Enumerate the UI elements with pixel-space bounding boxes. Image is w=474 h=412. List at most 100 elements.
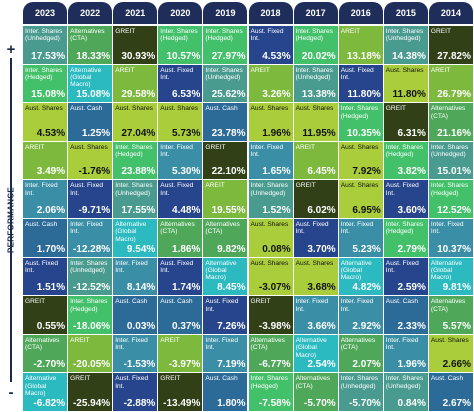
table-cell: Aust. Shares 5.73%: [158, 103, 203, 141]
table-cell: Alternative (Global Macro) 8.45%: [203, 257, 248, 296]
asset-class-label: Inter. Shares (Hedged): [205, 28, 243, 43]
table-cell: Aust. Fixed Int. -2.88%: [113, 373, 158, 411]
return-value: 6.95%: [352, 204, 381, 216]
return-value: 2.92%: [352, 320, 381, 332]
asset-class-label: Alternatives (CTA): [160, 221, 195, 236]
asset-class-label: Alternatives (CTA): [250, 336, 285, 352]
return-value: -3.07%: [258, 282, 291, 294]
table-cell: Aust. Cash 23.78%: [203, 103, 248, 141]
table-cell: Alternative (Global Macro) -6.82%: [23, 373, 68, 411]
return-value: 4.48%: [172, 204, 201, 216]
table-cell: AREIT 19.55%: [203, 180, 248, 218]
year-header-2018: 2018: [248, 2, 293, 24]
return-value: 2.67%: [442, 397, 471, 409]
return-value: 23.78%: [211, 127, 246, 139]
asset-class-label: Inter. Shares (Unhedged): [25, 28, 63, 43]
table-cell: Aust. Cash 1.80%: [203, 373, 248, 411]
asset-class-label: Inter. Shares (Hedged): [430, 182, 469, 197]
asset-class-label: AREIT: [25, 143, 45, 151]
return-value: 13.38%: [301, 89, 336, 101]
return-value: 15.08%: [76, 89, 111, 101]
table-cell: Aust. Cash 0.03%: [113, 296, 158, 334]
table-cell: Inter. Shares (Unhedged) -5.70%: [338, 373, 383, 411]
table-cell: Inter. Fixed Int. 5.23%: [338, 219, 383, 257]
return-value: 3.82%: [397, 166, 426, 178]
return-value: 7.26%: [217, 320, 246, 332]
table-cell: AREIT 29.58%: [113, 64, 158, 103]
table-cell: Inter. Shares (Unhedged) 14.38%: [383, 26, 428, 64]
asset-class-label: Aust. Fixed Int.: [160, 259, 194, 274]
table-cell: Aust. Shares 3.68%: [293, 257, 338, 296]
asset-class-label: Inter. Shares (Unhedged): [205, 66, 243, 81]
asset-class-label: AREIT: [205, 182, 225, 190]
return-value: 2.33%: [397, 320, 426, 332]
return-value: 9.54%: [126, 243, 156, 255]
return-value: 4.53%: [36, 127, 66, 139]
table-cell: GREIT 22.10%: [203, 141, 248, 180]
return-value: 12.52%: [437, 204, 471, 216]
table-cell: Inter. Shares (Unhedged) 17.53%: [23, 26, 68, 64]
table-cell: AREIT 26.79%: [428, 64, 473, 103]
asset-class-label: Inter. Shares (Hedged): [295, 28, 333, 43]
asset-class-label: Alternative (Global Macro): [25, 375, 57, 398]
return-value: -12.52%: [72, 282, 111, 294]
asset-class-label: Aust. Cash: [25, 221, 58, 228]
table-cell: Aust. Shares -1.76%: [68, 141, 113, 180]
return-value: -9.71%: [78, 204, 111, 216]
plus-sign: +: [6, 41, 16, 58]
asset-class-label: Inter. Shares (Hedged): [160, 28, 198, 43]
table-cell: Alternative (Global Macro) 9.54%: [113, 219, 158, 257]
table-cell: Alternatives (CTA) 18.33%: [68, 26, 113, 64]
table-cell: Inter. Fixed Int. 10.37%: [428, 219, 473, 257]
return-value: 20.02%: [301, 50, 336, 62]
table-cell: Alternatives (CTA) 21.16%: [428, 103, 473, 141]
return-value: 6.31%: [397, 127, 426, 139]
table-cell: Aust. Fixed Int. 3.60%: [383, 180, 428, 218]
return-value: 7.92%: [352, 166, 381, 178]
table-cell: Inter. Shares (Hedged) 15.08%: [23, 64, 68, 103]
return-value: 1.70%: [36, 243, 66, 255]
asset-class-label: Aust. Shares: [160, 105, 199, 113]
return-value: 5.30%: [172, 166, 201, 178]
table-cell: Aust. Shares 7.92%: [338, 141, 383, 180]
table-cell: Inter. Fixed Int. -12.28%: [68, 219, 113, 257]
year-header-2023: 2023: [23, 2, 68, 24]
asset-class-label: Inter. Shares (Hedged): [385, 143, 424, 159]
return-value: 1.25%: [81, 127, 111, 139]
asset-class-label: AREIT: [295, 143, 316, 151]
year-header-2021: 2021: [113, 2, 158, 24]
asset-class-label: Aust. Fixed Int.: [160, 66, 194, 81]
asset-class-label: Alternatives (CTA): [430, 298, 466, 313]
asset-class-label: Inter. Shares (Unhedged): [115, 182, 153, 197]
performance-axis: + PERFORMANCE -: [0, 0, 22, 412]
table-cell: GREIT 6.31%: [383, 103, 428, 141]
asset-class-label: AREIT: [70, 336, 90, 344]
return-value: -25.94%: [72, 397, 111, 409]
year-header-2019: 2019: [203, 2, 248, 24]
table-cell: Inter. Shares (Hedged) 10.35%: [338, 103, 383, 141]
return-value: 7.19%: [217, 359, 246, 371]
asset-class-label: AREIT: [250, 66, 270, 74]
table-cell: Aust. Fixed Int. 6.53%: [158, 64, 203, 103]
asset-class-label: Alternative (Global Macro): [295, 336, 327, 359]
table-cell: Aust. Fixed Int. 4.48%: [158, 180, 203, 218]
asset-class-label: Alternatives (CTA): [340, 336, 376, 352]
table-cell: Inter. Shares (Hedged) -7.58%: [248, 373, 293, 411]
return-value: 2.54%: [307, 359, 336, 371]
table-cell: Inter. Shares (Unhedged) 25.62%: [203, 64, 248, 103]
return-value: 10.37%: [437, 243, 471, 255]
return-value: 0.37%: [172, 320, 201, 332]
table-cell: Aust. Cash 2.67%: [428, 373, 473, 411]
table-cell: Inter. Fixed Int. -1.53%: [113, 334, 158, 373]
asset-class-label: Alternative (Global Macro): [70, 66, 102, 89]
asset-class-label: Aust. Fixed Int.: [340, 66, 374, 81]
asset-class-label: Aust. Shares: [340, 182, 379, 190]
table-cell: Aust. Cash 1.25%: [68, 103, 113, 141]
year-header-2022: 2022: [68, 2, 113, 24]
table-cell: GREIT 0.55%: [23, 296, 68, 334]
table-cell: Inter. Fixed Int. 7.19%: [203, 334, 248, 373]
return-value: 25.62%: [211, 89, 246, 101]
asset-class-label: Aust. Cash: [385, 298, 419, 306]
table-cell: Aust. Fixed Int. 11.80%: [338, 64, 383, 103]
return-value: 1.51%: [36, 282, 66, 294]
